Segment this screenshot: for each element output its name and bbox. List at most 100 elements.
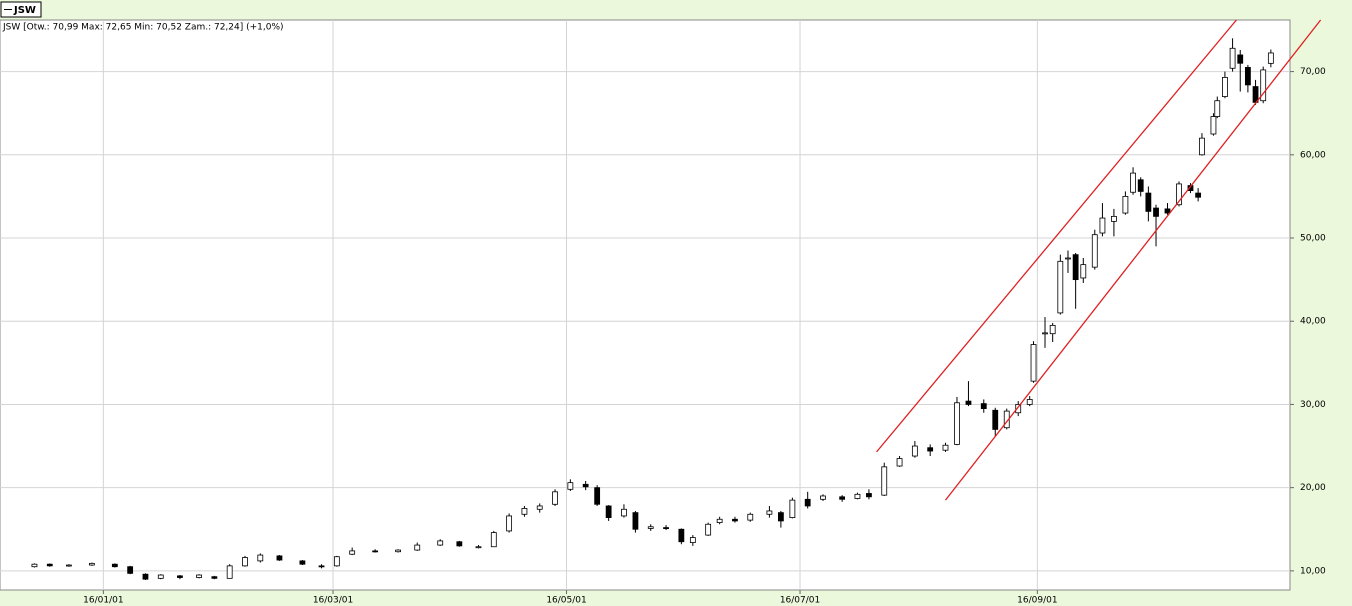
candle-body (866, 493, 872, 498)
candle-body (896, 458, 903, 467)
candle-body (632, 512, 639, 530)
candle-body (177, 575, 183, 578)
x-tick-label: 16/05/01 (546, 596, 586, 606)
candle-body (88, 562, 95, 566)
candle-body (372, 550, 379, 553)
y-tick-label: 10,00 (1300, 566, 1326, 576)
candle-body (456, 541, 463, 547)
candle-body (1099, 217, 1106, 234)
y-tick-label: 20,00 (1300, 483, 1326, 493)
candle-body (1176, 183, 1182, 206)
candle-body (705, 523, 712, 536)
candle-body (196, 574, 202, 578)
candle-body (521, 508, 528, 515)
candle-body (437, 540, 444, 546)
candle-body (490, 532, 497, 548)
candle-body (777, 512, 784, 522)
candle-body (1057, 260, 1064, 314)
candle-body (242, 557, 248, 567)
candle-body (1049, 324, 1056, 335)
candle-body (689, 537, 696, 543)
candle-body (1065, 257, 1071, 260)
candle-body (1122, 196, 1129, 214)
candle-body (1244, 67, 1251, 86)
candle-body (142, 573, 149, 580)
candle-body (927, 447, 934, 452)
legend-box (0, 1, 42, 18)
candle-body (211, 576, 218, 579)
candle-body (299, 560, 306, 565)
candle-body (1072, 254, 1079, 281)
candle-body (226, 565, 233, 579)
candle-body (1091, 234, 1098, 268)
candle-body (1080, 264, 1087, 279)
x-tick-label: 16/07/01 (780, 596, 820, 606)
y-tick-label: 40,00 (1300, 317, 1326, 327)
y-tick-label: 60,00 (1300, 150, 1326, 160)
candle-body (820, 495, 826, 500)
candle-body (854, 493, 861, 499)
candle-body (552, 491, 558, 505)
trend-line (944, 19, 1322, 501)
x-tick-label: 16/09/01 (1017, 596, 1057, 606)
candle-body (582, 483, 589, 488)
candle-body (1229, 47, 1236, 69)
candle-body (911, 445, 918, 457)
candle-body (605, 505, 612, 519)
candle-body (942, 444, 949, 451)
y-tick-label: 50,00 (1300, 234, 1326, 244)
candle-body (395, 549, 402, 553)
info-text: JSW [Otw.: 70,99 Max: 72,65 Min: 70,52 Z… (2, 23, 284, 33)
candle-body (1137, 179, 1144, 192)
candle-body (1267, 52, 1274, 64)
candle-body (766, 510, 773, 515)
candle-body (1195, 192, 1202, 198)
candle-body (747, 513, 754, 521)
candle-body (111, 563, 118, 568)
candle-body (66, 564, 72, 567)
candle-body (1026, 399, 1033, 405)
candle-body (954, 402, 960, 445)
candle-body (349, 550, 356, 555)
candle-body (678, 528, 685, 543)
candle-body (1130, 172, 1136, 193)
candle-body (1222, 77, 1228, 97)
legend-label: JSW (13, 5, 36, 16)
candle-body (257, 554, 264, 562)
y-tick-label: 30,00 (1300, 400, 1326, 410)
candle-body (647, 526, 654, 529)
candle-body (839, 496, 846, 500)
plot-area (0, 19, 1291, 591)
candle-body (1237, 54, 1244, 64)
candle-body (318, 565, 325, 568)
candle-body (594, 487, 601, 505)
candle-body (1015, 404, 1022, 414)
candle-body (414, 544, 421, 551)
candle-body (992, 409, 999, 430)
candle-body (127, 566, 134, 574)
candle-body (276, 555, 283, 561)
x-tick-label: 16/01/01 (83, 596, 123, 606)
candle-body (1199, 137, 1205, 156)
candle-body (716, 518, 723, 523)
candle-body (333, 556, 340, 567)
candle-body (1145, 192, 1152, 212)
candle-body (732, 518, 738, 522)
candle-body (1214, 100, 1221, 117)
candle-body (1042, 332, 1048, 335)
trend-line (876, 19, 1237, 453)
candle-body (789, 499, 796, 519)
candle-body (567, 482, 574, 490)
candle-body (1210, 116, 1217, 135)
candle-body (663, 527, 669, 529)
candle-body (157, 574, 164, 579)
candle-body (1111, 215, 1117, 222)
y-tick-label: 70,00 (1300, 67, 1326, 77)
candle-body (1164, 208, 1171, 214)
candle-body (980, 403, 987, 409)
candle-body (1030, 344, 1037, 382)
candle-body (506, 515, 513, 532)
candle-body (31, 563, 38, 568)
